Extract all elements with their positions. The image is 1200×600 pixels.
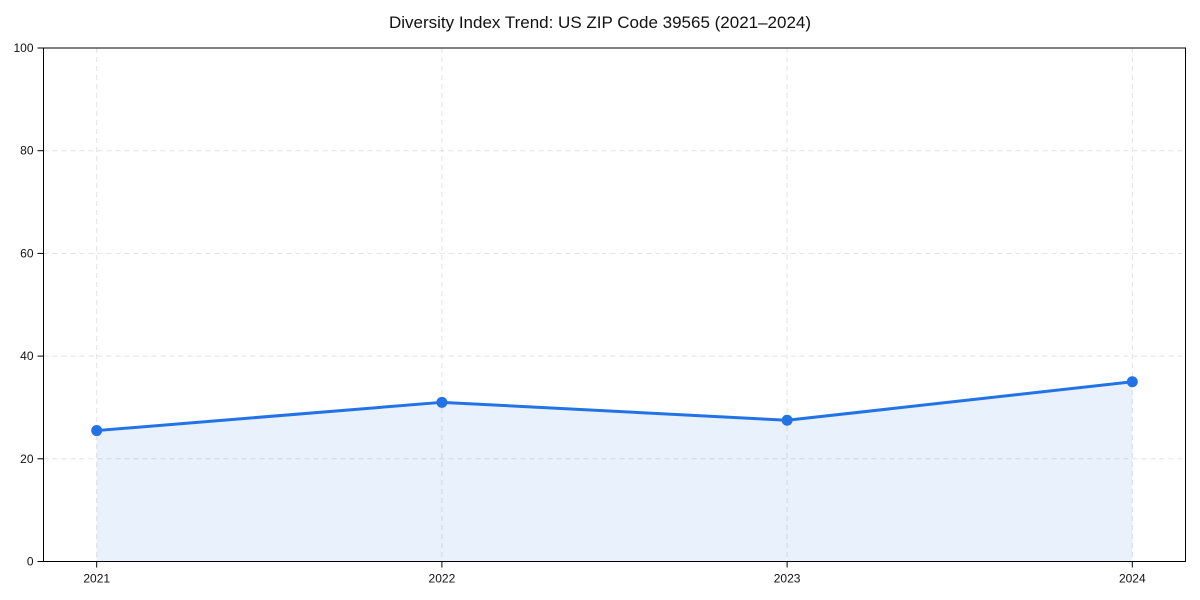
x-tick-label: 2024 bbox=[1119, 572, 1146, 586]
y-tick-label: 60 bbox=[20, 246, 34, 260]
y-tick-label: 20 bbox=[20, 452, 34, 466]
x-tick-label: 2023 bbox=[774, 572, 801, 586]
data-point-marker bbox=[781, 414, 793, 426]
data-point-marker bbox=[436, 396, 448, 408]
plot-border bbox=[43, 47, 1186, 562]
y-tick-label: 100 bbox=[13, 41, 33, 55]
chart-title: Diversity Index Trend: US ZIP Code 39565… bbox=[388, 13, 812, 32]
series-line bbox=[95, 380, 1134, 433]
y-tick-label: 40 bbox=[20, 349, 34, 363]
x-tick-label: 2021 bbox=[83, 572, 110, 586]
y-tick-label: 0 bbox=[27, 555, 34, 569]
x-tick-label: 2022 bbox=[429, 572, 456, 586]
data-point-marker bbox=[91, 425, 103, 437]
y-tick-label: 80 bbox=[20, 144, 34, 158]
series-area-fill bbox=[96, 381, 1133, 562]
data-point-marker bbox=[1126, 376, 1138, 388]
